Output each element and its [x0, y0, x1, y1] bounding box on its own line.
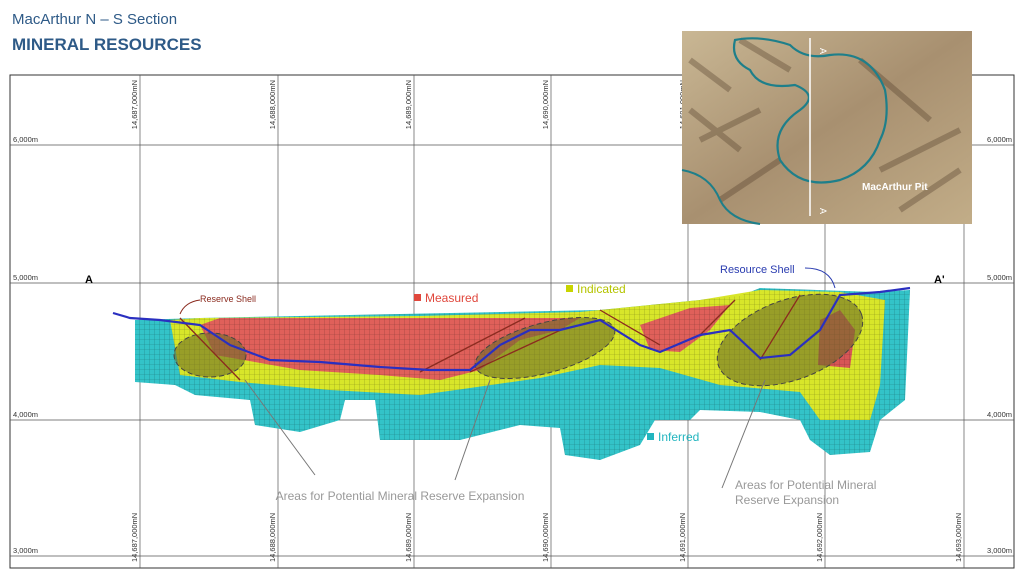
northing-label: 14,689,000mN — [404, 80, 413, 129]
leader-line — [804, 267, 836, 289]
elevation-label: 5,000m — [13, 273, 38, 282]
frame — [9, 74, 1015, 569]
resource-shell-label: Resource Shell — [720, 264, 795, 276]
northing-label: 14,688,000mN — [268, 80, 277, 129]
pit-outline — [681, 169, 761, 225]
title: MacArthur N – S Section — [12, 11, 177, 28]
northing-label: 14,692,000mN — [815, 513, 824, 562]
pit-label: MacArthur Pit — [862, 182, 928, 193]
elevation-label: 3,000m — [987, 546, 1012, 555]
terrain — [688, 37, 962, 213]
elevation-label: 4,000m — [13, 410, 38, 419]
northing-label: 14,689,000mN — [404, 513, 413, 562]
reserve-shell — [179, 294, 801, 381]
section-end: A' — [934, 274, 945, 286]
section-start: A — [85, 274, 93, 286]
northing-label: 14,688,000mN — [268, 513, 277, 562]
northing-label: 14,687,000mN — [130, 80, 139, 129]
northing-label: 14,687,000mN — [130, 513, 139, 562]
annotation: Areas for Potential Mineral Reserve Expa… — [276, 489, 525, 503]
northing-label: 14,693,000mN — [954, 513, 963, 562]
annotation: Areas for Potential Mineral — [735, 478, 876, 492]
elevation-label: 6,000m — [987, 135, 1012, 144]
annotation: Reserve Expansion — [735, 493, 839, 507]
leader-line — [179, 299, 201, 315]
resource-shell — [112, 286, 911, 372]
legend-swatch — [647, 433, 654, 440]
inset-section-top: A — [818, 48, 828, 54]
northing-label: 14,690,000mN — [541, 513, 550, 562]
measured-label: Measured — [425, 291, 478, 305]
elevation-label: 4,000m — [987, 410, 1012, 419]
inset-background — [682, 31, 972, 224]
legend-swatch — [414, 294, 421, 301]
leader-line — [244, 379, 766, 489]
legend-swatch — [566, 285, 573, 292]
expansion-area — [173, 332, 247, 378]
northing-label: 14,690,000mN — [541, 80, 550, 129]
elevation-label: 5,000m — [987, 273, 1012, 282]
indicated-label: Indicated — [577, 282, 626, 296]
subtitle: MINERAL RESOURCES — [12, 35, 202, 54]
inset-map: A A MacArthur Pit — [681, 31, 972, 225]
northing-label: 14,691,000mN — [678, 513, 687, 562]
elevation-label: 6,000m — [13, 135, 38, 144]
block-model — [112, 286, 911, 460]
elevation-label: 3,000m — [13, 546, 38, 555]
pit-outline — [732, 37, 888, 184]
inferred-label: Inferred — [658, 430, 699, 444]
reserve-shell-label: Reserve Shell — [200, 294, 256, 304]
inset-section-bottom: A — [818, 208, 828, 214]
